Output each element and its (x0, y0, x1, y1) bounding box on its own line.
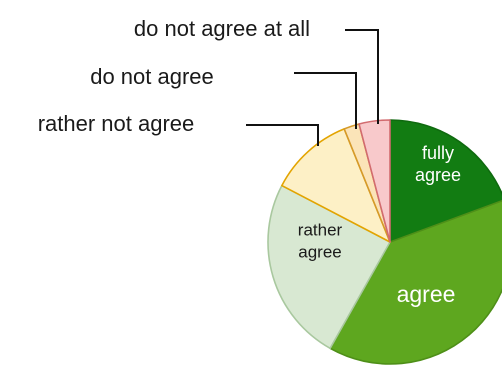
callout-label-rather-not-agree: rather not agree (38, 111, 195, 136)
slice-label-fully-agree-line-2: agree (415, 165, 461, 185)
slice-label-fully-agree-line-1: fully (422, 143, 454, 163)
pie-slices (267, 119, 502, 365)
slice-label-agree: agree (397, 281, 456, 307)
callout-leader-lines (246, 29, 379, 146)
callout-label-do-not-agree: do not agree (90, 64, 214, 89)
slice-label-rather-agree-line-2: agree (298, 242, 341, 261)
pie-slice-do-not-agree-at-all (358, 119, 391, 243)
callout-label-do-not-agree-at-all: do not agree at all (134, 16, 310, 41)
pie-slice-rather-not-agree (281, 128, 391, 243)
slice-label-rather-agree-line-1: rather (298, 220, 343, 239)
leader-line-do-not-agree-at-all (345, 29, 379, 124)
leader-line-rather-not-agree (246, 124, 319, 146)
pie-slice-agree (329, 199, 502, 365)
pie-slice-fully-agree (389, 119, 502, 243)
leader-line-do-not-agree (294, 72, 357, 129)
